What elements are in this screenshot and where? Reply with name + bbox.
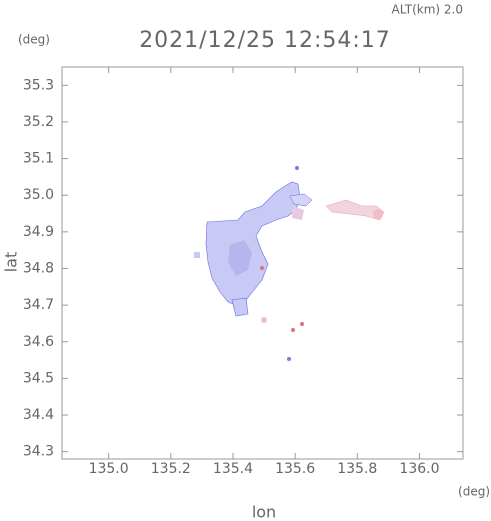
x-tick-label: 135.0 xyxy=(89,461,129,477)
altitude-label: ALT(km) 2.0 xyxy=(392,3,463,17)
y-unit: (deg) xyxy=(18,33,50,47)
y-tick-label: 35.0 xyxy=(23,187,54,203)
x-tick-label: 135.8 xyxy=(337,461,377,477)
y-tick-label: 34.9 xyxy=(23,224,54,240)
echo-west xyxy=(194,252,200,258)
echo-dot xyxy=(295,166,299,170)
y-tick-label: 34.3 xyxy=(23,444,54,460)
echo-dot xyxy=(287,357,291,361)
y-tick-label: 35.3 xyxy=(23,77,54,93)
echo-area xyxy=(194,166,385,361)
echo-main xyxy=(205,181,301,307)
echo-dot xyxy=(291,328,295,332)
x-axis-label: lon xyxy=(252,503,276,521)
y-axis-label: lat xyxy=(2,252,21,273)
y-tick-label: 34.4 xyxy=(23,407,54,423)
x-tick-label: 135.2 xyxy=(151,461,191,477)
echo-south xyxy=(231,297,249,317)
x-unit: (deg) xyxy=(458,485,490,499)
plot-frame xyxy=(61,66,464,460)
echo-dot xyxy=(261,317,267,323)
y-tick-label: 34.8 xyxy=(23,260,54,276)
echo-dot xyxy=(260,266,264,270)
echo-pink xyxy=(292,206,304,220)
y-tick-label: 34.7 xyxy=(23,297,54,313)
echo-east-dot xyxy=(373,209,383,219)
echo-dot xyxy=(300,322,304,326)
x-tick-label: 136.0 xyxy=(399,461,439,477)
x-tick-label: 135.6 xyxy=(275,461,315,477)
y-tick-label: 34.6 xyxy=(23,334,54,350)
x-tick-label: 135.4 xyxy=(213,461,253,477)
chart-title: 2021/12/25 12:54:17 xyxy=(139,28,391,53)
y-tick-label: 35.1 xyxy=(23,151,54,167)
y-tick-label: 34.5 xyxy=(23,370,54,386)
y-tick-label: 35.2 xyxy=(23,114,54,130)
echo-north xyxy=(289,193,313,207)
echo-core xyxy=(228,240,252,276)
